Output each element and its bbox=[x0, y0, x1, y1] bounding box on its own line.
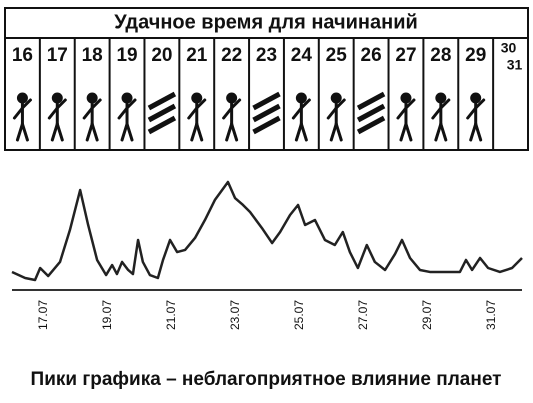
hatch-bar bbox=[356, 91, 386, 111]
day-number: 26 bbox=[361, 45, 382, 66]
x-tick-label: 23.07 bbox=[228, 300, 242, 330]
stick-figure bbox=[396, 106, 408, 120]
hatch-bar bbox=[147, 91, 177, 111]
stick-figure bbox=[299, 98, 311, 110]
stick-figure bbox=[16, 92, 28, 104]
stick-figure bbox=[20, 122, 29, 142]
x-tick-label: 17.07 bbox=[36, 300, 50, 330]
day-number: 28 bbox=[430, 45, 451, 66]
stick-figure bbox=[294, 122, 303, 142]
stick-figure bbox=[439, 122, 448, 142]
stick-figure bbox=[470, 92, 482, 104]
stick-figure bbox=[230, 122, 239, 142]
stick-figure bbox=[121, 92, 133, 104]
day-number: 16 bbox=[12, 45, 33, 66]
stick-figure bbox=[222, 106, 234, 120]
stick-figure bbox=[334, 98, 346, 110]
stick-figure bbox=[330, 92, 342, 104]
stick-figure bbox=[329, 122, 338, 142]
hatch-bar bbox=[356, 115, 386, 135]
stick-figure bbox=[191, 92, 203, 104]
stick-figure bbox=[474, 98, 486, 110]
day-number: 25 bbox=[326, 45, 348, 66]
stick-figure bbox=[50, 122, 59, 142]
stick-figure bbox=[404, 98, 416, 110]
stick-figure bbox=[225, 122, 234, 142]
day-number: 29 bbox=[465, 45, 486, 66]
data-line bbox=[11, 180, 523, 282]
stick-figure bbox=[404, 122, 413, 142]
day-number: 17 bbox=[47, 45, 68, 66]
day-number: 24 bbox=[291, 45, 313, 66]
day-number: 20 bbox=[151, 45, 172, 66]
hatch-bar bbox=[356, 103, 386, 123]
stick-figure bbox=[86, 92, 98, 104]
day-number: 21 bbox=[186, 45, 208, 66]
hatch-bar bbox=[252, 115, 281, 135]
stick-figure bbox=[85, 122, 94, 142]
stick-figure bbox=[195, 98, 207, 110]
day-number: 23 bbox=[256, 45, 277, 66]
calendar-frame bbox=[4, 7, 529, 151]
calendar-title: Удачное время для начинаний bbox=[114, 11, 418, 33]
stick-figure bbox=[334, 122, 343, 142]
stick-figure bbox=[15, 122, 24, 142]
stick-figure bbox=[12, 106, 24, 120]
day-number: 27 bbox=[395, 45, 416, 66]
stick-figure bbox=[117, 106, 129, 120]
hatch-bar bbox=[147, 115, 177, 135]
stick-figure bbox=[195, 122, 204, 142]
chart-caption: Пики графика – неблагоприятное влияние п… bbox=[31, 369, 502, 390]
x-tick-label: 29.07 bbox=[420, 300, 434, 330]
stick-figure bbox=[400, 92, 412, 104]
stick-figure bbox=[125, 122, 134, 142]
stick-figure bbox=[291, 106, 303, 120]
stick-figure bbox=[434, 122, 443, 142]
stick-figure bbox=[399, 122, 408, 142]
stick-figure bbox=[120, 122, 129, 142]
hatch-bar bbox=[252, 103, 281, 123]
stick-figure bbox=[190, 122, 199, 142]
x-tick-label: 21.07 bbox=[164, 300, 178, 330]
x-tick-label: 31.07 bbox=[484, 300, 498, 330]
stick-figure bbox=[20, 98, 32, 110]
stick-figure bbox=[47, 106, 59, 120]
stick-figure bbox=[469, 122, 478, 142]
stick-figure bbox=[435, 92, 447, 104]
day-number: 19 bbox=[116, 45, 137, 66]
stick-figure bbox=[431, 106, 443, 120]
stick-figure bbox=[187, 106, 199, 120]
day-number: 31 bbox=[507, 57, 523, 73]
stick-figure bbox=[230, 98, 242, 110]
stick-figure bbox=[90, 122, 99, 142]
stick-figure bbox=[295, 92, 307, 104]
stick-figure bbox=[90, 98, 102, 110]
hatch-bar bbox=[252, 91, 281, 111]
day-number: 18 bbox=[82, 45, 103, 66]
stick-figure bbox=[439, 98, 451, 110]
x-tick-label: 19.07 bbox=[100, 300, 114, 330]
stick-figure bbox=[299, 122, 308, 142]
stick-figure bbox=[474, 122, 483, 142]
stick-figure bbox=[466, 106, 478, 120]
stick-figure bbox=[125, 98, 137, 110]
stick-figure bbox=[226, 92, 238, 104]
stick-figure bbox=[55, 122, 64, 142]
hatch-bar bbox=[147, 103, 177, 123]
stick-figure bbox=[82, 106, 94, 120]
day-number: 30 bbox=[501, 40, 517, 56]
stick-figure bbox=[55, 98, 67, 110]
x-tick-label: 25.07 bbox=[292, 300, 306, 330]
stick-figure bbox=[326, 106, 338, 120]
stick-figure bbox=[51, 92, 63, 104]
x-tick-label: 27.07 bbox=[356, 300, 370, 330]
day-number: 22 bbox=[221, 45, 242, 66]
